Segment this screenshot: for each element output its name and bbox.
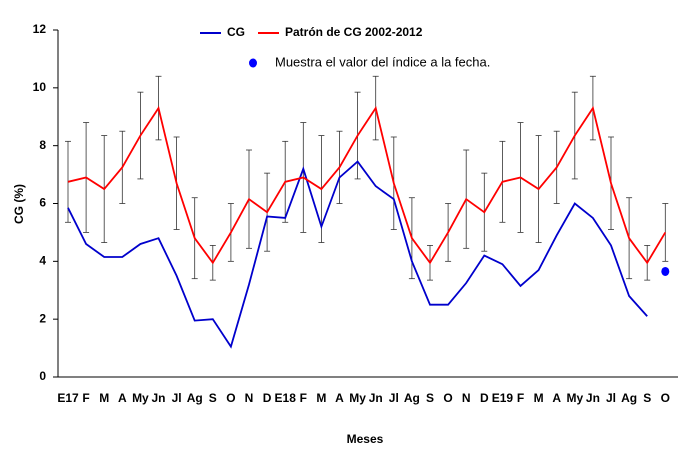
x-tick-label: D [480,391,489,405]
x-tick-label: A [118,391,127,405]
x-tick-label: Jl [172,391,182,405]
y-tick-label: 6 [39,196,46,210]
x-tick-label: F [300,391,307,405]
y-tick-label: 12 [33,22,47,36]
x-axis-label: Meses [347,432,384,446]
x-tick-label: Jn [369,391,383,405]
x-tick-label: My [132,391,149,405]
x-tick-label: N [462,391,471,405]
x-tick-label: F [82,391,89,405]
x-tick-label: E19 [492,391,514,405]
series-line [67,105,667,265]
x-tick-label: N [245,391,254,405]
x-tick-label: Ag [404,391,420,405]
x-tick-label: S [643,391,651,405]
x-tick-label: S [426,391,434,405]
y-tick-label: 10 [33,80,47,94]
y-axis-label: CG (%) [12,184,26,224]
x-tick-label: A [552,391,561,405]
x-tick-label: M [316,391,326,405]
x-tick-label: E18 [275,391,297,405]
legend-marker [249,58,257,68]
x-tick-label: F [517,391,524,405]
y-tick-label: 0 [39,369,46,383]
x-tick-label: My [566,391,583,405]
x-tick-label: O [661,391,670,405]
x-tick-label: Ag [621,391,637,405]
legend-label: Patrón de CG 2002-2012 [285,25,423,39]
x-tick-label: My [349,391,366,405]
x-tick-label: O [226,391,235,405]
x-tick-label: D [263,391,272,405]
x-tick-label: M [99,391,109,405]
x-tick-label: Jn [151,391,165,405]
x-tick-label: O [443,391,452,405]
legend-label: Muestra el valor del índice a la fecha. [275,54,490,69]
legend-label: CG [227,25,245,39]
x-tick-label: Jl [606,391,616,405]
x-tick-label: M [534,391,544,405]
y-tick-label: 2 [39,311,46,325]
y-tick-label: 8 [39,138,46,152]
point [661,266,670,276]
x-tick-label: Ag [187,391,203,405]
x-tick-label: Jl [389,391,399,405]
x-tick-label: S [209,391,217,405]
x-tick-label: A [335,391,344,405]
x-tick-label: Jn [586,391,600,405]
series-line [67,160,648,349]
x-tick-label: E17 [57,391,79,405]
y-tick-label: 4 [39,254,46,268]
